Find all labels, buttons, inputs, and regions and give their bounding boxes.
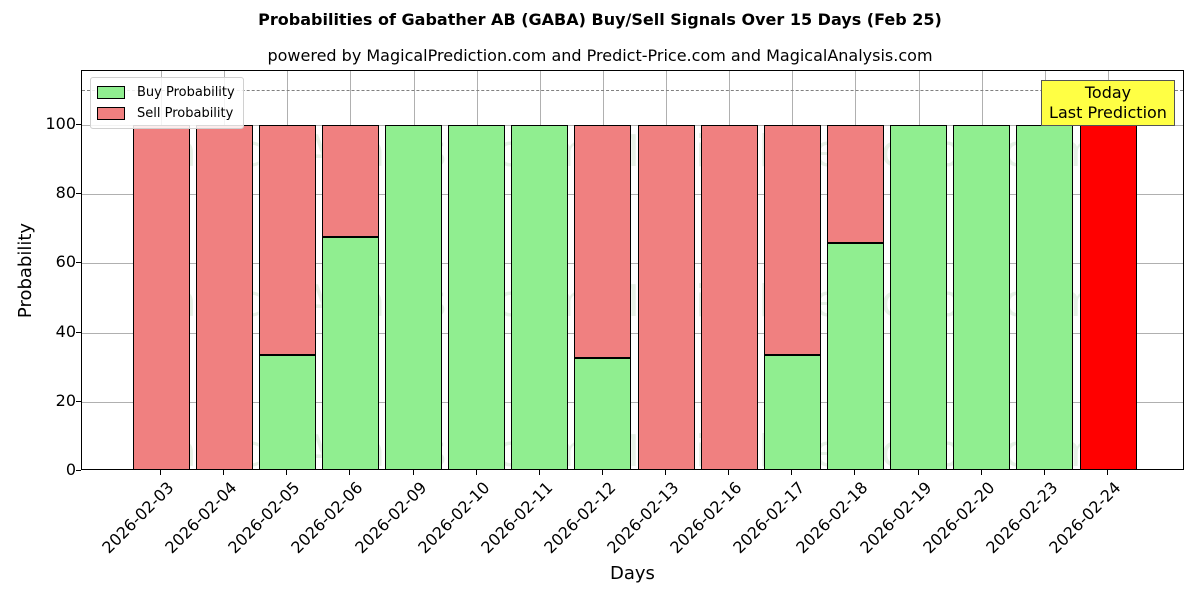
legend: Buy Probability Sell Probability <box>90 77 244 129</box>
x-tick-mark <box>1107 470 1108 475</box>
buy-bar <box>448 125 506 469</box>
x-tick-mark <box>475 470 477 475</box>
chart-title: Probabilities of Gabather AB (GABA) Buy/… <box>258 10 942 29</box>
y-tick-mark <box>76 193 81 195</box>
x-tick-mark <box>160 470 161 475</box>
x-tick-mark <box>601 470 603 475</box>
legend-item-buy: Buy Probability <box>97 82 235 103</box>
annotation-line-1: Today <box>1084 83 1132 102</box>
x-tick-mark <box>349 470 351 475</box>
reference-line <box>82 90 1183 92</box>
buy-bar <box>826 242 884 469</box>
x-tick-mark <box>412 470 414 475</box>
y-tick-label: 80 <box>55 183 76 203</box>
buy-bar <box>574 357 632 469</box>
buy-bar <box>763 355 821 469</box>
buy-bar <box>385 125 443 469</box>
sell-bar <box>700 125 758 469</box>
x-tick-mark <box>917 470 919 475</box>
sell-bar <box>132 125 190 469</box>
grid-line-horizontal <box>82 401 1183 403</box>
x-tick-mark <box>223 470 225 475</box>
sell-bar <box>321 125 379 238</box>
x-tick-mark <box>980 470 982 475</box>
y-tick-label: 20 <box>55 390 76 410</box>
y-tick-label: 100 <box>45 114 76 133</box>
x-axis-label: Days <box>610 563 655 584</box>
y-tick-label: 60 <box>55 252 76 272</box>
y-axis-label: Probability <box>15 222 37 319</box>
y-tick-mark <box>76 262 81 264</box>
sell-bar <box>826 125 884 243</box>
annotation-line-2: Last Prediction <box>1049 103 1167 122</box>
x-tick-mark <box>286 470 288 475</box>
x-tick-mark <box>665 470 667 475</box>
x-tick-mark <box>791 470 793 475</box>
x-tick-mark <box>728 470 730 475</box>
buy-bar <box>511 125 569 469</box>
y-tick-label: 40 <box>55 321 76 341</box>
buy-bar <box>953 125 1011 469</box>
y-tick-mark <box>76 470 81 471</box>
sell-bar <box>258 125 316 356</box>
x-tick-mark <box>854 470 856 475</box>
y-tick-mark <box>76 124 81 125</box>
buy-bar <box>321 237 379 469</box>
grid-line-horizontal <box>82 125 1183 126</box>
x-tick-mark <box>1043 470 1045 475</box>
grid-line-horizontal <box>82 263 1183 265</box>
today-sell-bar <box>1079 125 1137 469</box>
sell-bar <box>574 125 632 358</box>
legend-item-sell: Sell Probability <box>97 103 235 124</box>
chart-subtitle: powered by MagicalPrediction.com and Pre… <box>267 46 933 65</box>
y-tick-mark <box>76 400 81 402</box>
y-tick-mark <box>76 331 81 333</box>
buy-bar <box>258 355 316 469</box>
y-tick-label: 0 <box>65 460 76 479</box>
buy-swatch-icon <box>97 86 125 99</box>
sell-bar <box>763 125 821 356</box>
sell-bar <box>637 125 695 469</box>
grid-line-horizontal <box>82 332 1183 334</box>
legend-sell-label: Sell Probability <box>137 106 234 121</box>
grid-line-horizontal <box>82 194 1183 196</box>
x-tick-mark <box>538 470 540 475</box>
sell-swatch-icon <box>97 107 125 120</box>
buy-bar <box>890 125 948 469</box>
sell-bar <box>195 125 253 469</box>
buy-bar <box>1016 125 1074 469</box>
legend-buy-label: Buy Probability <box>137 85 235 100</box>
plot-area: MagicalAnalysis.comMagicalPrediction.com… <box>81 70 1184 470</box>
today-annotation: Today Last Prediction <box>1041 80 1175 126</box>
